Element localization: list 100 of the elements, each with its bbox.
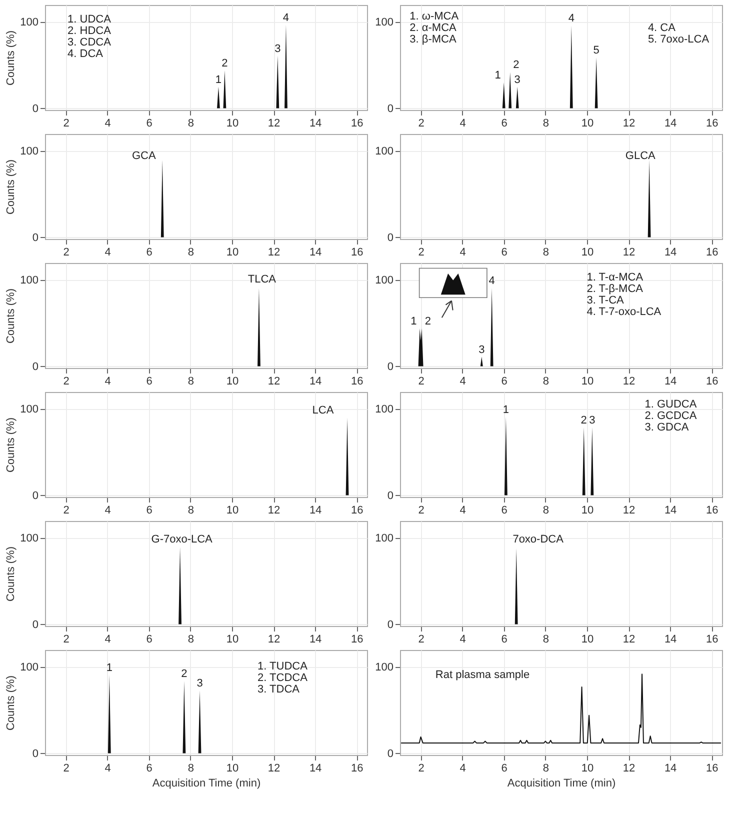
- y-tick-label: 100: [20, 16, 38, 29]
- x-tick-label: 16: [706, 118, 718, 130]
- x-tick-label: 4: [104, 376, 111, 388]
- x-tick-label: 14: [309, 762, 322, 774]
- x-tick-label: 8: [188, 634, 194, 646]
- annotation: 3. β-MCA: [410, 33, 457, 46]
- annotation: 4: [282, 12, 290, 24]
- x-tick-label: 16: [706, 246, 718, 258]
- annotation: 3. CDCA: [68, 36, 112, 48]
- annotation: GLCA: [625, 150, 656, 162]
- annotation: 4. T-7-oxo-LCA: [586, 306, 662, 318]
- y-tick-label: 100: [20, 404, 38, 416]
- x-tick-label: 8: [188, 762, 194, 774]
- annotation: 1. TUDCA: [258, 660, 308, 672]
- x-tick-label: 2: [418, 634, 424, 646]
- x-tick-label: 2: [63, 634, 70, 646]
- annotation: 3: [478, 344, 485, 356]
- annotation: 2. TCDCA: [258, 672, 308, 684]
- x-tick-label: 16: [350, 376, 364, 388]
- x-tick-label: 10: [581, 762, 594, 774]
- x-tick-label: 12: [268, 634, 280, 646]
- annotation: 1. GUDCA: [644, 398, 698, 410]
- x-tick-label: 8: [542, 376, 549, 388]
- annotation: 2. α-MCA: [410, 22, 458, 34]
- y-tick-label: 100: [375, 404, 394, 416]
- annotation: 3: [274, 42, 281, 55]
- x-tick-label: 10: [581, 634, 594, 646]
- x-tick-label: 4: [104, 504, 111, 516]
- y-axis-title: Counts (%): [5, 675, 18, 731]
- x-tick-label: 6: [501, 376, 508, 388]
- x-tick-label: 10: [226, 118, 239, 130]
- x-tick-label: 8: [542, 762, 549, 774]
- x-tick-label: 6: [146, 634, 152, 646]
- x-tick-label: 2: [63, 118, 70, 130]
- x-tick-label: 4: [104, 762, 111, 774]
- y-tick-label: 100: [375, 274, 394, 287]
- annotation: 3: [514, 74, 520, 86]
- x-tick-label: 10: [226, 246, 239, 258]
- x-tick-label: 6: [146, 246, 152, 258]
- x-tick-label: 12: [268, 762, 280, 774]
- x-tick-label: 2: [63, 504, 70, 516]
- y-axis-title: Counts (%): [5, 159, 18, 215]
- x-tick-label: 2: [418, 376, 424, 388]
- x-tick-label: 16: [350, 246, 364, 258]
- annotation: LCA: [312, 404, 334, 417]
- x-tick-label: 14: [664, 376, 677, 388]
- x-tick-label: 12: [268, 376, 280, 388]
- x-tick-label: 4: [460, 246, 466, 258]
- x-tick-label: 4: [460, 376, 466, 388]
- x-tick-label: 14: [664, 118, 677, 130]
- x-tick-label: 16: [706, 634, 718, 646]
- annotation: 2: [181, 668, 188, 680]
- y-tick-label: 0: [32, 618, 38, 631]
- annotation: GCA: [132, 150, 156, 162]
- x-tick-label: 14: [309, 118, 322, 130]
- x-tick-label: 2: [63, 376, 70, 388]
- y-tick-label: 100: [20, 532, 38, 545]
- y-tick-label: 0: [387, 748, 394, 760]
- x-tick-label: 8: [188, 246, 194, 258]
- x-tick-label: 10: [226, 376, 239, 388]
- x-tick-label: 12: [622, 246, 636, 258]
- annotation: 4. CA: [648, 22, 676, 34]
- annotation: 4. DCA: [68, 48, 104, 60]
- y-axis-title: Counts (%): [5, 30, 18, 86]
- x-tick-label: 8: [542, 118, 549, 130]
- y-tick-label: 0: [387, 102, 394, 115]
- annotation: 1: [494, 69, 501, 82]
- x-tick-label: 12: [622, 634, 636, 646]
- x-tick-label: 12: [622, 504, 636, 516]
- annotation: 3. TDCA: [258, 684, 300, 696]
- x-tick-label: 14: [664, 762, 677, 774]
- y-tick-label: 0: [387, 360, 394, 373]
- annotation: 1. T-α-MCA: [586, 271, 644, 284]
- x-tick-label: 12: [622, 118, 636, 130]
- annotation: 2: [222, 57, 228, 70]
- x-tick-label: 14: [309, 246, 322, 258]
- annotation: 5: [593, 44, 600, 56]
- annotation: 3. GDCA: [644, 421, 690, 434]
- x-tick-label: 8: [188, 376, 194, 388]
- annotation: 2. T-β-MCA: [586, 282, 644, 295]
- x-tick-label: 14: [664, 504, 677, 516]
- annotation: 2: [580, 414, 587, 426]
- x-tick-label: 14: [309, 504, 322, 516]
- x-tick-label: 14: [309, 634, 322, 646]
- x-tick-label: 2: [63, 762, 70, 774]
- x-tick-label: 4: [460, 504, 466, 516]
- annotation: 3: [589, 414, 596, 426]
- x-tick-label: 8: [188, 118, 194, 130]
- y-tick-label: 0: [387, 618, 394, 631]
- y-tick-label: 100: [20, 146, 38, 158]
- x-tick-label: 10: [226, 634, 239, 646]
- x-tick-label: 12: [622, 376, 636, 388]
- x-tick-label: 8: [542, 246, 549, 258]
- x-tick-label: 10: [581, 118, 594, 130]
- x-tick-label: 4: [104, 634, 111, 646]
- x-tick-label: 16: [706, 762, 718, 774]
- x-tick-label: 4: [104, 118, 111, 130]
- annotation: 2: [424, 315, 431, 328]
- y-tick-label: 0: [32, 748, 38, 760]
- x-axis-title: Acquisition Time (min): [507, 778, 616, 790]
